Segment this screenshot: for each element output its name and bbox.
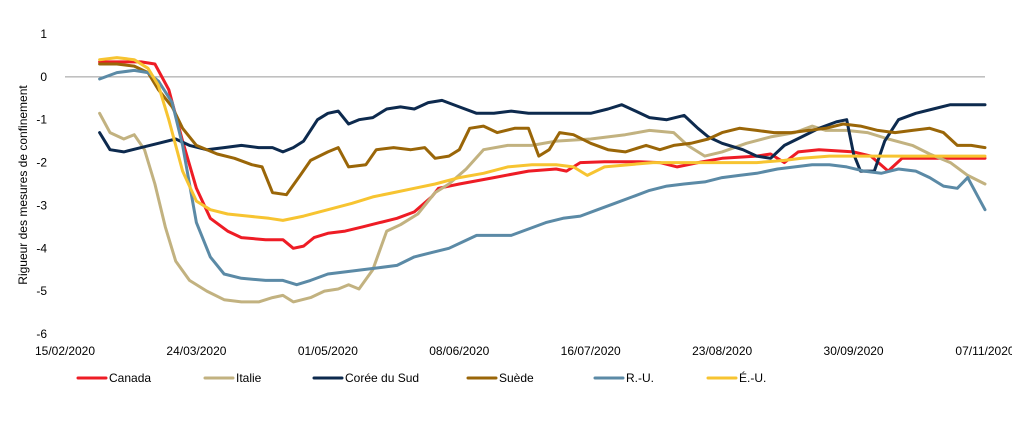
x-tick-label: 07/11/2020 xyxy=(955,344,1012,358)
y-tick-label: -2 xyxy=(36,156,47,170)
series-line-0 xyxy=(98,60,987,250)
legend-item: Canada xyxy=(76,371,151,385)
legend-label: É.-U. xyxy=(739,370,766,385)
legend-label: Suède xyxy=(499,371,534,385)
legend-label: Italie xyxy=(236,371,262,385)
y-tick-label: -1 xyxy=(36,113,47,127)
series-line-5 xyxy=(98,56,987,222)
y-tick-label: -5 xyxy=(36,284,47,298)
legend: Canada Italie Corée du Sud Suède R.-U. É.-U. xyxy=(76,370,766,385)
x-tick-label: 16/07/2020 xyxy=(561,344,621,358)
y-axis-ticks: 1 0 -1 -2 -3 -4 -5 -6 xyxy=(36,27,47,341)
legend-label: Corée du Sud xyxy=(345,371,419,385)
legend-item: É.-U. xyxy=(706,370,766,385)
legend-item: Corée du Sud xyxy=(312,371,419,385)
x-tick-label: 08/06/2020 xyxy=(429,344,489,358)
y-tick-label: -4 xyxy=(36,241,47,255)
legend-label: Canada xyxy=(109,371,151,385)
x-tick-label: 24/03/2020 xyxy=(166,344,226,358)
legend-item: Italie xyxy=(203,371,262,385)
y-axis-title: Rigueur des mesures de confinement xyxy=(16,85,30,285)
legend-item: R.-U. xyxy=(593,371,654,385)
series-line-2 xyxy=(98,98,987,173)
x-tick-label: 23/08/2020 xyxy=(692,344,752,358)
x-tick-label: 01/05/2020 xyxy=(298,344,358,358)
y-tick-label: -6 xyxy=(36,327,47,341)
x-tick-label: 30/09/2020 xyxy=(824,344,884,358)
y-tick-label: 1 xyxy=(40,27,47,41)
series-line-4 xyxy=(98,68,987,287)
x-axis-ticks: 15/02/2020 24/03/2020 01/05/2020 08/06/2020… xyxy=(35,344,1012,358)
y-tick-label: 0 xyxy=(40,70,47,84)
plot-area xyxy=(65,56,987,304)
series-line-3 xyxy=(98,62,987,197)
legend-item: Suède xyxy=(466,371,534,385)
y-tick-label: -3 xyxy=(36,198,47,212)
x-tick-label: 15/02/2020 xyxy=(35,344,95,358)
legend-label: R.-U. xyxy=(626,371,654,385)
